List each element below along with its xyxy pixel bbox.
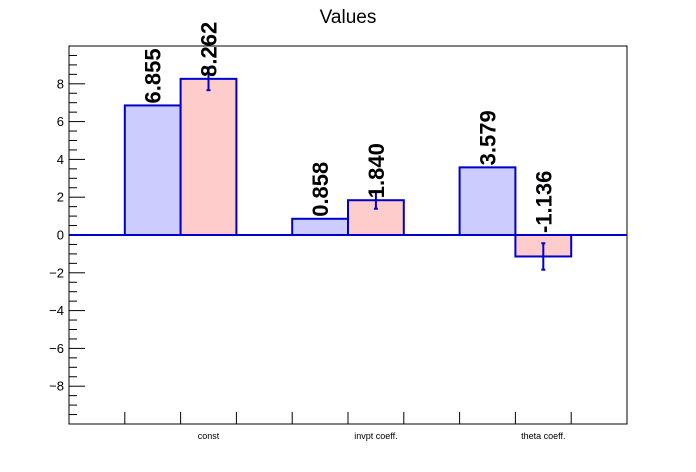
data-label: 3.579 (476, 110, 501, 165)
chart-title: Values (320, 7, 377, 28)
data-label: 6.855 (141, 48, 166, 103)
bars-layer (69, 66, 627, 271)
y-axis: −8 −6 −4 −2 0 2 4 6 8 (49, 45, 85, 425)
x-tick-label: theta coeff. (521, 431, 565, 441)
y-tick-label: 4 (57, 152, 64, 167)
y-tick-label: 8 (57, 76, 64, 91)
data-label: -1.136 (531, 171, 556, 233)
y-tick-label: −4 (49, 303, 64, 318)
bar (458, 166, 517, 236)
x-axis: const invpt coeff. theta coeff. (124, 412, 572, 441)
y-tick-label: −2 (49, 265, 64, 280)
x-tick-label: const (198, 431, 220, 441)
y-tick-label: 2 (57, 190, 64, 205)
bar (123, 104, 182, 236)
y-tick-label: −6 (49, 341, 64, 356)
data-label: 8.262 (197, 22, 222, 77)
data-labels-layer: 6.855 0.858 3.579 8.262 1.840 -1.136 (141, 22, 557, 233)
data-label: 1.840 (364, 143, 389, 198)
x-tick-label: invpt coeff. (354, 431, 397, 441)
y-tick-label: −8 (49, 379, 64, 394)
bar (291, 217, 350, 236)
data-label: 0.858 (308, 162, 333, 217)
y-tick-label: 6 (57, 114, 64, 129)
y-tick-label: 0 (57, 228, 64, 243)
bar (179, 77, 238, 236)
